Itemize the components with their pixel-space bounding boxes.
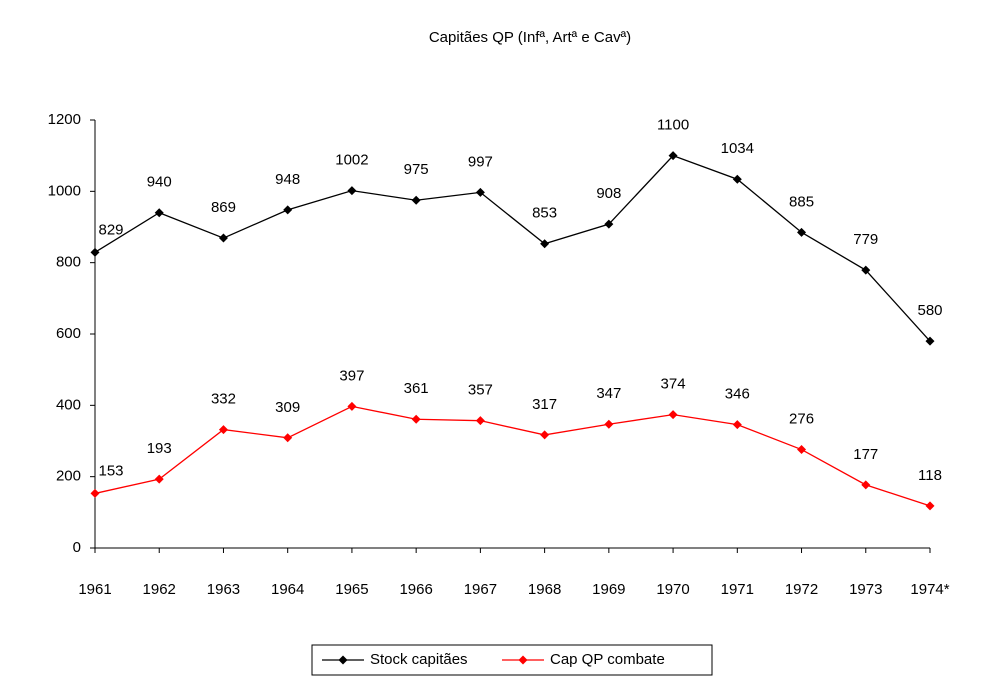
x-tick-label: 1966 xyxy=(399,581,432,598)
point-marker xyxy=(668,410,678,420)
data-label: 940 xyxy=(147,174,172,191)
data-label: 997 xyxy=(468,153,493,170)
data-label: 346 xyxy=(725,386,750,403)
legend-label: Stock capitães xyxy=(370,651,468,668)
data-label: 829 xyxy=(98,221,123,238)
point-marker xyxy=(668,151,678,161)
y-tick-label: 800 xyxy=(56,254,81,271)
point-marker xyxy=(861,265,871,275)
y-tick-label: 200 xyxy=(56,468,81,485)
y-tick-label: 0 xyxy=(73,539,81,556)
legend-marker xyxy=(518,655,528,665)
point-marker xyxy=(90,488,100,498)
data-label: 317 xyxy=(532,396,557,413)
data-label: 869 xyxy=(211,199,236,216)
y-tick-label: 400 xyxy=(56,396,81,413)
x-tick-label: 1964 xyxy=(271,581,304,598)
point-marker xyxy=(604,219,614,229)
point-marker xyxy=(411,195,421,205)
data-label: 975 xyxy=(404,161,429,178)
point-marker xyxy=(218,425,228,435)
x-tick-label: 1967 xyxy=(464,581,497,598)
data-label: 118 xyxy=(918,467,942,484)
point-marker xyxy=(283,205,293,215)
data-label: 908 xyxy=(596,185,621,202)
point-marker xyxy=(90,247,100,257)
point-marker xyxy=(154,208,164,218)
data-label: 357 xyxy=(468,382,493,399)
point-marker xyxy=(347,401,357,411)
point-marker xyxy=(732,174,742,184)
point-marker xyxy=(925,336,935,346)
x-tick-label: 1973 xyxy=(849,581,882,598)
data-label: 374 xyxy=(661,376,686,393)
data-label: 885 xyxy=(789,193,814,210)
x-tick-label: 1974* xyxy=(910,581,949,598)
data-label: 177 xyxy=(853,446,878,463)
point-marker xyxy=(475,187,485,197)
point-marker xyxy=(154,474,164,484)
point-marker xyxy=(218,233,228,243)
point-marker xyxy=(861,480,871,490)
data-label: 347 xyxy=(596,385,621,402)
x-tick-label: 1962 xyxy=(143,581,176,598)
data-label: 580 xyxy=(917,302,942,319)
x-tick-label: 1961 xyxy=(78,581,111,598)
data-label: 193 xyxy=(147,440,172,457)
data-label: 309 xyxy=(275,399,300,416)
x-tick-label: 1971 xyxy=(721,581,754,598)
point-marker xyxy=(797,445,807,455)
data-label: 779 xyxy=(853,231,878,248)
point-marker xyxy=(347,186,357,196)
data-label: 853 xyxy=(532,205,557,222)
data-label: 1002 xyxy=(335,152,368,169)
data-label: 361 xyxy=(404,380,429,397)
y-tick-label: 1000 xyxy=(48,182,81,199)
data-label: 948 xyxy=(275,171,300,188)
data-label: 397 xyxy=(339,367,364,384)
point-marker xyxy=(604,419,614,429)
x-tick-label: 1968 xyxy=(528,581,561,598)
point-marker xyxy=(732,420,742,430)
point-marker xyxy=(540,430,550,440)
chart-title: Capitães QP (Infª, Artª e Cavª) xyxy=(429,29,631,46)
data-label: 153 xyxy=(98,462,123,479)
x-tick-label: 1969 xyxy=(592,581,625,598)
point-marker xyxy=(475,416,485,426)
y-tick-label: 1200 xyxy=(48,111,81,128)
point-marker xyxy=(540,239,550,249)
x-tick-label: 1972 xyxy=(785,581,818,598)
point-marker xyxy=(925,501,935,511)
x-tick-label: 1965 xyxy=(335,581,368,598)
point-marker xyxy=(797,227,807,237)
legend-marker xyxy=(338,655,348,665)
point-marker xyxy=(411,414,421,424)
data-label: 332 xyxy=(211,391,236,408)
legend-label: Cap QP combate xyxy=(550,651,665,668)
x-tick-label: 1963 xyxy=(207,581,240,598)
data-label: 1034 xyxy=(721,140,754,157)
series-line xyxy=(94,154,931,342)
y-tick-label: 600 xyxy=(56,325,81,342)
data-label: 1100 xyxy=(657,117,689,134)
series-line xyxy=(94,405,931,507)
point-marker xyxy=(283,433,293,443)
data-label: 276 xyxy=(789,411,814,428)
x-tick-label: 1970 xyxy=(656,581,689,598)
